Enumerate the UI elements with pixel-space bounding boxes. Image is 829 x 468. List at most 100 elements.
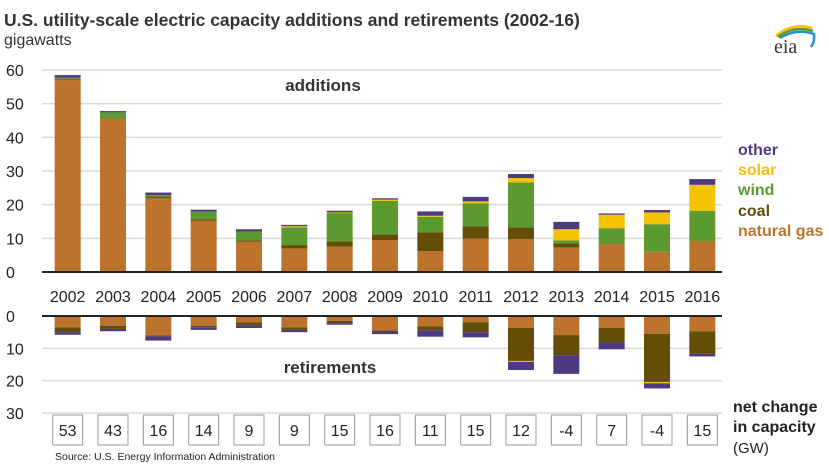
bar-add-other-2011 <box>462 196 489 202</box>
additions-label: additions <box>285 76 361 95</box>
unit-label: gigawatts <box>4 32 72 49</box>
net-change-box <box>641 414 673 446</box>
bar-ret-coal-2006 <box>236 322 262 326</box>
bar-add-wind-2003 <box>100 112 126 119</box>
bar-ret-coal-2003 <box>100 325 126 329</box>
bar-add-solar-2008 <box>326 212 353 214</box>
bar-ret-natural-gas-2002 <box>54 316 81 328</box>
net-change-box <box>414 414 446 446</box>
bar-ret-natural-gas-2011 <box>462 316 489 323</box>
bar-add-natural-gas-2002 <box>54 80 81 272</box>
net-change-value: 15 <box>467 423 485 440</box>
bar-add-other-2016 <box>689 179 716 185</box>
bar-add-coal-2002 <box>54 79 81 81</box>
bar-add-coal-2008 <box>326 241 353 247</box>
bar-add-wind-2008 <box>326 213 353 242</box>
bar-ret-coal-2009 <box>372 330 398 332</box>
bar-add-other-2014 <box>598 213 625 215</box>
bar-add-solar-2009 <box>372 199 398 201</box>
bar-ret-other-2005 <box>190 327 217 330</box>
bar-ret-natural-gas-2004 <box>145 316 172 336</box>
bar-ret-other-2006 <box>236 325 262 328</box>
x-tick-year: 2004 <box>141 289 177 306</box>
y-tick-additions: 10 <box>6 231 24 248</box>
net-change-box <box>188 414 220 446</box>
bar-ret-solar-2012 <box>508 360 534 362</box>
net-change-box <box>233 414 265 446</box>
net-change-value: 9 <box>245 423 254 440</box>
bar-add-other-2015 <box>644 210 670 213</box>
bar-ret-coal-2012 <box>508 327 534 361</box>
bar-add-other-2006 <box>236 229 262 232</box>
bar-ret-natural-gas-2009 <box>372 316 398 331</box>
bar-add-coal-2003 <box>100 118 126 119</box>
bar-add-other-2012 <box>508 174 534 179</box>
bar-add-natural-gas-2005 <box>190 220 217 272</box>
net-change-value: 43 <box>104 423 122 440</box>
bar-add-natural-gas-2015 <box>644 251 670 272</box>
net-change-box <box>686 414 718 446</box>
bar-ret-natural-gas-2015 <box>644 316 670 334</box>
bar-add-wind-2005 <box>190 211 217 220</box>
legend-wind: wind <box>738 182 775 199</box>
net-change-box <box>97 414 129 446</box>
net-change-value: 15 <box>331 423 349 440</box>
net-change-box <box>369 414 401 446</box>
bar-add-other-2005 <box>190 209 217 212</box>
bar-ret-natural-gas-2006 <box>236 316 262 323</box>
net-change-unit: (GW) <box>733 440 769 457</box>
bar-add-natural-gas-2016 <box>689 241 716 272</box>
bar-add-other-2003 <box>100 111 126 113</box>
net-change-value: -4 <box>559 423 573 440</box>
bar-ret-other-2015 <box>644 383 670 389</box>
bar-add-wind-2004 <box>145 195 172 197</box>
net-change-value: -4 <box>650 423 664 440</box>
bar-ret-natural-gas-2003 <box>100 316 126 326</box>
bar-ret-coal-2013 <box>553 335 580 356</box>
legend-other: other <box>738 142 778 159</box>
bar-ret-solar-2015 <box>644 381 670 384</box>
eia-logo-icon: eia <box>774 25 816 56</box>
retirements-label: retirements <box>284 358 377 377</box>
chart-title: U.S. utility-scale electric capacity add… <box>4 10 580 30</box>
bar-add-natural-gas-2010 <box>417 251 444 272</box>
bar-add-natural-gas-2006 <box>236 241 262 272</box>
x-tick-year: 2013 <box>549 289 585 306</box>
net-change-value: 9 <box>290 423 299 440</box>
x-tick-year: 2012 <box>503 289 539 306</box>
bar-ret-coal-2005 <box>190 325 217 328</box>
bar-ret-coal-2004 <box>145 335 172 337</box>
bar-ret-other-2007 <box>281 329 308 333</box>
bar-add-wind-2002 <box>54 77 81 80</box>
bar-ret-natural-gas-2016 <box>689 316 716 332</box>
bar-add-coal-2004 <box>145 196 172 198</box>
bar-add-wind-2012 <box>508 182 534 228</box>
bar-add-other-2009 <box>372 198 398 200</box>
x-tick-year: 2011 <box>458 289 493 306</box>
x-tick-year: 2014 <box>594 289 630 306</box>
bar-add-natural-gas-2012 <box>508 239 534 272</box>
x-tick-year: 2005 <box>186 289 222 306</box>
net-change-value: 15 <box>693 423 711 440</box>
net-change-value: 12 <box>512 423 530 440</box>
bar-add-natural-gas-2004 <box>145 197 172 272</box>
bar-ret-natural-gas-2008 <box>326 316 353 321</box>
bar-add-coal-2010 <box>417 232 444 252</box>
y-tick-retirements: 20 <box>6 374 24 391</box>
bar-add-wind-2009 <box>372 200 398 235</box>
bar-ret-coal-2002 <box>54 327 81 333</box>
bar-add-natural-gas-2013 <box>553 247 580 272</box>
y-tick-additions: 40 <box>6 130 24 147</box>
x-tick-year: 2007 <box>277 289 313 306</box>
bar-add-other-2004 <box>145 192 172 196</box>
bar-ret-other-2013 <box>553 355 580 374</box>
bar-ret-other-2003 <box>100 328 126 332</box>
bar-add-wind-2015 <box>644 224 670 252</box>
legend-coal: coal <box>738 203 771 220</box>
bar-ret-other-2002 <box>54 332 81 335</box>
bar-add-coal-2009 <box>372 234 398 241</box>
bar-add-other-2007 <box>281 224 308 227</box>
net-change-value: 14 <box>195 423 213 440</box>
bar-ret-other-2004 <box>145 336 172 341</box>
